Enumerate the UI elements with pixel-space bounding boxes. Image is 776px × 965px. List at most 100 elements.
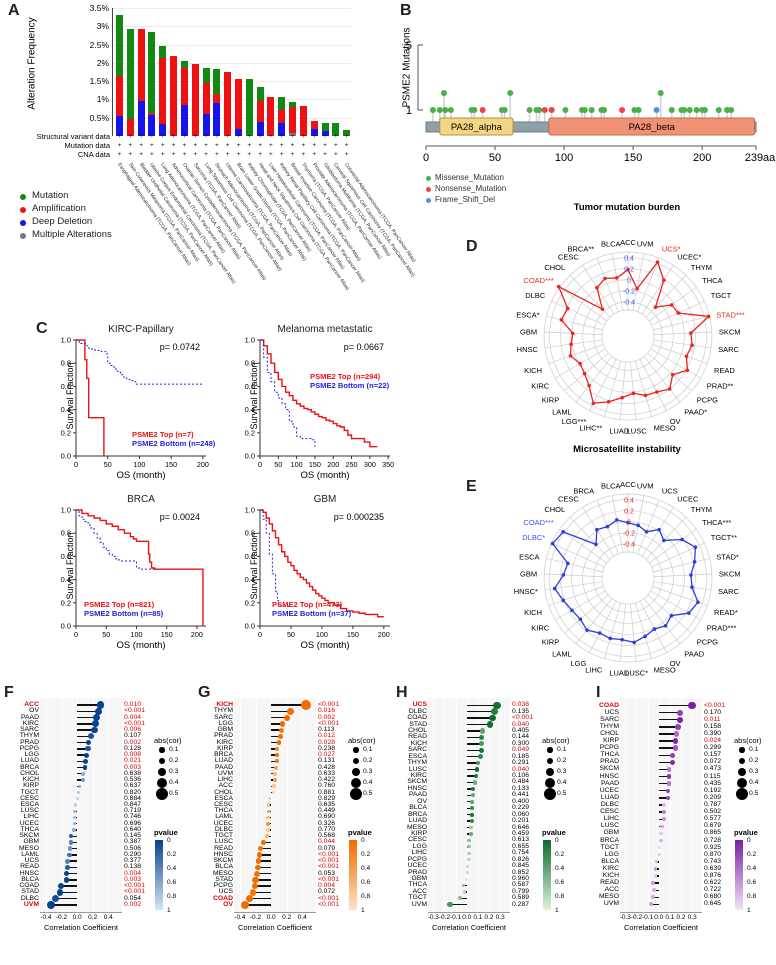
cor-row-label: LUSC bbox=[408, 765, 427, 773]
cor-stem bbox=[466, 717, 493, 719]
p-legend-tick: 0.8 bbox=[167, 893, 177, 900]
km-y-tick-label: 0.0 bbox=[245, 622, 255, 631]
radar-spoke bbox=[548, 586, 604, 606]
km-curve-bottom bbox=[260, 339, 316, 447]
y-tick-label-1: 1 bbox=[406, 105, 412, 117]
cor-dot bbox=[478, 734, 484, 740]
cor-dot bbox=[63, 877, 69, 883]
size-legend-dot bbox=[353, 747, 359, 753]
size-legend-label: 0.2 bbox=[363, 757, 373, 764]
radar-axis-label: KICH bbox=[524, 608, 542, 617]
mutation-dot bbox=[701, 107, 708, 113]
p-legend-tick: 0.6 bbox=[167, 879, 177, 886]
radar-axis-label: SARC bbox=[718, 345, 739, 354]
cor-dot bbox=[96, 701, 105, 710]
cor-dot bbox=[274, 753, 279, 758]
cor-x-tick-label: 0.2 bbox=[282, 914, 292, 921]
p-legend-tick: 0.8 bbox=[555, 893, 565, 900]
plus-mark-structural-variant: + bbox=[333, 133, 338, 140]
cor-pvalue: 0.428 bbox=[318, 763, 336, 771]
bar-segment-mutation bbox=[202, 68, 210, 83]
legend-label: Nonsense_Mutation bbox=[435, 184, 507, 193]
radar-axis-label: SKCM bbox=[719, 328, 741, 337]
km-x-tick-label: 150 bbox=[347, 630, 359, 639]
radar-vertex bbox=[569, 342, 573, 346]
cor-dot bbox=[241, 900, 250, 909]
mutation-dot bbox=[686, 107, 693, 113]
cor-dot bbox=[467, 858, 471, 862]
plus-mark-cna-data: + bbox=[258, 151, 263, 158]
cor-dot bbox=[275, 746, 280, 751]
radar-spoke bbox=[637, 257, 660, 312]
cor-row-label: ACC bbox=[24, 701, 39, 709]
cor-x-grid bbox=[239, 698, 241, 912]
cor-dot bbox=[65, 858, 71, 864]
cor-dot bbox=[86, 739, 92, 746]
km-x-tick-label: 50 bbox=[102, 630, 110, 639]
cor-stem bbox=[650, 903, 659, 906]
cor-pvalue: 0.587 bbox=[512, 881, 530, 889]
cor-pvalue: <0.001 bbox=[124, 707, 145, 715]
radar-vertex bbox=[652, 627, 657, 631]
bar-segment-amplification bbox=[278, 110, 286, 124]
cor-stem bbox=[267, 835, 272, 837]
legend-dot-nonsense_mutation bbox=[426, 187, 431, 192]
cor-x-axis-label: Correlation Coefficient bbox=[623, 923, 699, 932]
bar-segment-amplification bbox=[299, 106, 307, 136]
radar-vertex bbox=[655, 390, 659, 394]
cor-stem bbox=[450, 904, 467, 906]
cor-pvalue: 0.291 bbox=[512, 759, 530, 767]
plus-mark-cna-data: + bbox=[279, 151, 284, 158]
panel-f-letter: F bbox=[4, 684, 14, 701]
panel-g-letter: G bbox=[198, 684, 211, 701]
cor-row-label: READ bbox=[408, 733, 427, 741]
cor-pvalue: 0.016 bbox=[318, 707, 336, 715]
cor-x-tick-label: 0.3 bbox=[495, 914, 505, 921]
radar-vertex bbox=[644, 530, 649, 534]
y-grid-line bbox=[113, 62, 351, 64]
cor-dot bbox=[673, 731, 680, 737]
cor-dot bbox=[470, 806, 475, 811]
cor-stem bbox=[271, 741, 279, 744]
cor-row-label: THYM bbox=[19, 732, 39, 740]
radar-spoke bbox=[643, 356, 681, 403]
radar-axis-label: UCS bbox=[662, 487, 678, 496]
radar-axis-label: BLCA bbox=[601, 240, 621, 249]
radar-vertex bbox=[685, 368, 690, 373]
cor-row-label: HNSC bbox=[213, 850, 233, 858]
radar-vertex bbox=[692, 560, 697, 564]
panel-a-letter: A bbox=[8, 2, 20, 19]
radar-spoke bbox=[546, 557, 603, 573]
radar-tick-label: 0.2 bbox=[624, 267, 634, 274]
radar-vertex bbox=[662, 278, 666, 283]
mutation-dot bbox=[588, 107, 595, 113]
cor-pvalue: 0.135 bbox=[512, 707, 530, 715]
cor-stem bbox=[460, 897, 467, 900]
y-tick-label: 2% bbox=[96, 57, 109, 68]
radar-spoke bbox=[564, 352, 609, 392]
km-x-tick-label: 200 bbox=[378, 630, 390, 639]
panel-d-letter: D bbox=[466, 238, 478, 255]
cor-row-label: KIRP bbox=[411, 829, 427, 837]
cor-pvalue: 0.680 bbox=[704, 893, 722, 901]
panel-e-letter: E bbox=[466, 478, 477, 495]
km-y-tick-label: 0.4 bbox=[61, 405, 71, 414]
cor-stem bbox=[658, 818, 665, 820]
cor-dot bbox=[493, 701, 501, 709]
cor-row-label: SARC bbox=[214, 713, 233, 721]
radar-vertex bbox=[684, 354, 689, 359]
bar-segment-amplification bbox=[310, 121, 318, 130]
p-legend-tick: 0.2 bbox=[167, 851, 177, 858]
km-curve-bottom bbox=[76, 339, 203, 385]
radar-axis-label: LAML bbox=[552, 650, 572, 659]
bar-segment-amplification bbox=[116, 75, 123, 116]
cor-stem bbox=[466, 736, 482, 739]
mutation-dot bbox=[635, 107, 642, 113]
cor-dot bbox=[280, 721, 286, 727]
cor-row-label: CESC bbox=[408, 836, 427, 844]
radar-spoke bbox=[551, 300, 605, 326]
cor-dot bbox=[278, 733, 283, 739]
cor-row-label: HNSC bbox=[19, 869, 39, 877]
alteration-frequency-axis-label: Alteration Frequency bbox=[26, 17, 38, 110]
radar-axis-label: GBM bbox=[520, 570, 537, 579]
